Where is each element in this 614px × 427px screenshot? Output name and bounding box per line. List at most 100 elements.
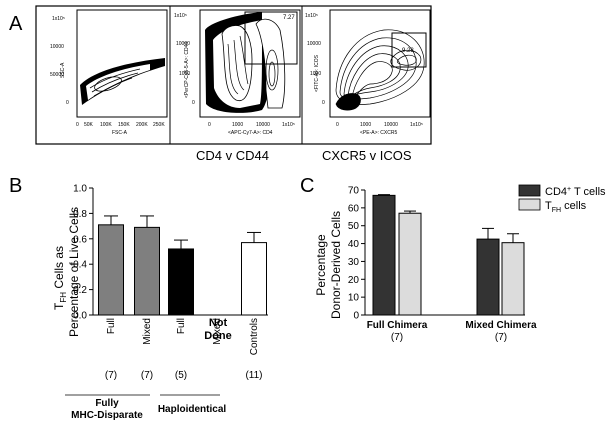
category-label: Full	[176, 318, 187, 334]
category-label: Mixed Chimera	[465, 320, 537, 331]
chart-b-group-label: Fully	[95, 398, 119, 409]
flow-plot-2-frame	[199, 9, 301, 118]
category-label: Controls	[249, 318, 260, 355]
flow-plot-3-xtick: 10000	[384, 122, 398, 128]
flow-plot-1-ytick: 10000	[50, 44, 64, 50]
bar	[134, 226, 160, 316]
bar	[476, 238, 500, 316]
flow-plot-1-ytick: 50000	[50, 72, 64, 78]
flow-plot-1-xtick: 250K	[153, 122, 165, 128]
flow-plot-2-ytick: 1000	[179, 71, 190, 77]
flow-plot-3-gate-value: 9.28	[402, 48, 414, 54]
chart-c-ylabel: Percentage	[314, 234, 328, 296]
chart-c-bars	[372, 194, 525, 316]
flow-plot-3-density	[335, 29, 425, 111]
chart-c-labels: Full Chimera(7)Mixed Chimera(7)	[367, 320, 537, 343]
panel-label-c: C	[300, 175, 314, 197]
category-label: Mixed	[212, 318, 223, 345]
flow-plot-1-xtick: 50K	[84, 122, 94, 128]
chart-b-y-tick-label: 0.4	[73, 260, 87, 271]
chart-c-y-tick-label: 50	[348, 221, 360, 232]
chart-c: Percentage Donor-Derived Cells 0 10 20 30 40…	[314, 184, 606, 343]
legend-label-tfh-a: T	[545, 200, 552, 212]
flow-plot-2-xlabel: <APC-Cy7-A>: CD4	[228, 130, 273, 136]
flow-plot-1-ylabel: SSC-A	[60, 62, 66, 78]
category-label: Full	[106, 318, 117, 334]
chart-c-ylabel-line2: Donor-Derived Cells	[329, 211, 343, 319]
flow-panel-border	[35, 5, 432, 145]
flow-plot-3-xtick: 0	[336, 122, 339, 128]
flow-plot-2-ytick: 1x10⁵	[174, 13, 187, 19]
flow-plot-3-gate	[391, 32, 427, 68]
chart-b-ylabel: TFH Cells as	[52, 246, 68, 310]
legend-label-cd4-sup: +	[567, 186, 571, 193]
flow-plot-1-xtick: 150K	[118, 122, 130, 128]
chart-c-y-tick-label: 0	[353, 311, 359, 322]
flow-plot-2-ytick: 0	[192, 100, 195, 106]
category-label: Full Chimera	[367, 320, 428, 331]
chart-b-bars	[98, 215, 267, 316]
chart-c-y-tick-label: 40	[348, 239, 360, 250]
sample-count: (7)	[391, 332, 403, 343]
flow-plot-2-xtick: 1x10⁵	[282, 122, 295, 128]
sample-count: (7)	[105, 370, 117, 381]
chart-c-y-tick-label: 70	[348, 186, 360, 197]
chart-c-y-tick-label: 20	[348, 275, 360, 286]
flow-plot-2-gate-value: 7.27	[283, 15, 295, 21]
flow-plot-3-xtick: 1x10⁵	[410, 122, 423, 128]
legend-label-cd4-b: T cells	[571, 186, 606, 198]
flow-plot-1-ytick: 1x10⁵	[52, 16, 65, 22]
legend-label-tfh-sub: FH	[552, 207, 561, 214]
legend-swatch-tfh	[518, 198, 541, 211]
chart-b-not-done: Done	[204, 330, 232, 342]
chart-c-y-tick-label: 60	[348, 203, 360, 214]
flow-caption-cxcr5-icos: CXCR5 v ICOS	[322, 148, 412, 163]
flow-plot-1-density	[80, 58, 165, 105]
chart-c-y-tick-label: 30	[348, 257, 360, 268]
chart-b-not-done: Not	[209, 317, 228, 329]
flow-plot-1-frame	[76, 9, 168, 118]
flow-cytometry-panel: SSC-A FSC-A 1x10⁵ 10000 50000 0 0 50K 10…	[35, 5, 432, 145]
chart-b-ylabel-line2: Percentage of Live Cells	[67, 207, 81, 337]
legend-label-cd4-a: CD4	[545, 186, 567, 198]
flow-plot-2-xtick: 10000	[256, 122, 270, 128]
sample-count: (7)	[495, 332, 507, 343]
chart-b-y-tick-label: 0.8	[73, 209, 87, 220]
chart-b-y-tick-label: 0.0	[73, 311, 87, 322]
bar	[501, 242, 525, 316]
flow-plot-3-ytick: 10000	[307, 41, 321, 47]
chart-b-group-label: Haploidentical	[158, 404, 227, 415]
chart-b-labels: Full (7) Mixed (7) Full (5) Mixed Controls (11)	[105, 318, 263, 381]
flow-plot-3-frame	[329, 9, 431, 118]
sample-count: (7)	[141, 370, 153, 381]
category-label: Mixed	[142, 318, 153, 345]
chart-b-ylabel-fh: FH	[59, 292, 68, 303]
bar	[398, 212, 422, 316]
chart-b-y-tick-label: 0.2	[73, 285, 87, 296]
legend-label-cd4: CD4+ T cells	[545, 186, 606, 198]
sample-count: (5)	[175, 370, 187, 381]
flow-plot-2-gate	[244, 11, 298, 65]
flow-caption-cd4-cd44: CD4 v CD44	[196, 148, 269, 163]
flow-plot-1-xlabel: FSC-A	[112, 130, 128, 136]
chart-b-group-label: MHC-Disparate	[71, 410, 143, 421]
flow-plot-2-ylabel: <PerCP-Cy5-5-A>: CD44	[184, 42, 190, 98]
flow-plot-1-xtick: 200K	[136, 122, 148, 128]
chart-b-y-tick-label: 0.6	[73, 234, 87, 245]
flow-plot-3-ytick: 1x10⁵	[305, 13, 318, 19]
flow-plot-3-xlabel: <PE-A>: CXCR5	[360, 130, 397, 136]
flow-plot-2-xtick: 1000	[232, 122, 243, 128]
chart-b: TFH Cells as Percentage of Live Cells 0.…	[52, 184, 268, 421]
bar	[98, 224, 124, 316]
legend-label-tfh: TFH cells	[545, 200, 587, 214]
chart-b-y-tick-label: 1.0	[73, 184, 87, 195]
flow-plot-1-xtick: 0	[76, 122, 79, 128]
bar	[241, 242, 267, 316]
legend-swatch-cd4	[518, 184, 541, 197]
chart-b-ylabel-t: T	[52, 302, 66, 310]
flow-plot-1-ytick: 0	[66, 100, 69, 106]
sample-count: (11)	[245, 370, 262, 381]
flow-plot-3-ylabel: <FITC-A>: ICOS	[314, 54, 320, 92]
flow-plot-2-ytick: 10000	[176, 41, 190, 47]
